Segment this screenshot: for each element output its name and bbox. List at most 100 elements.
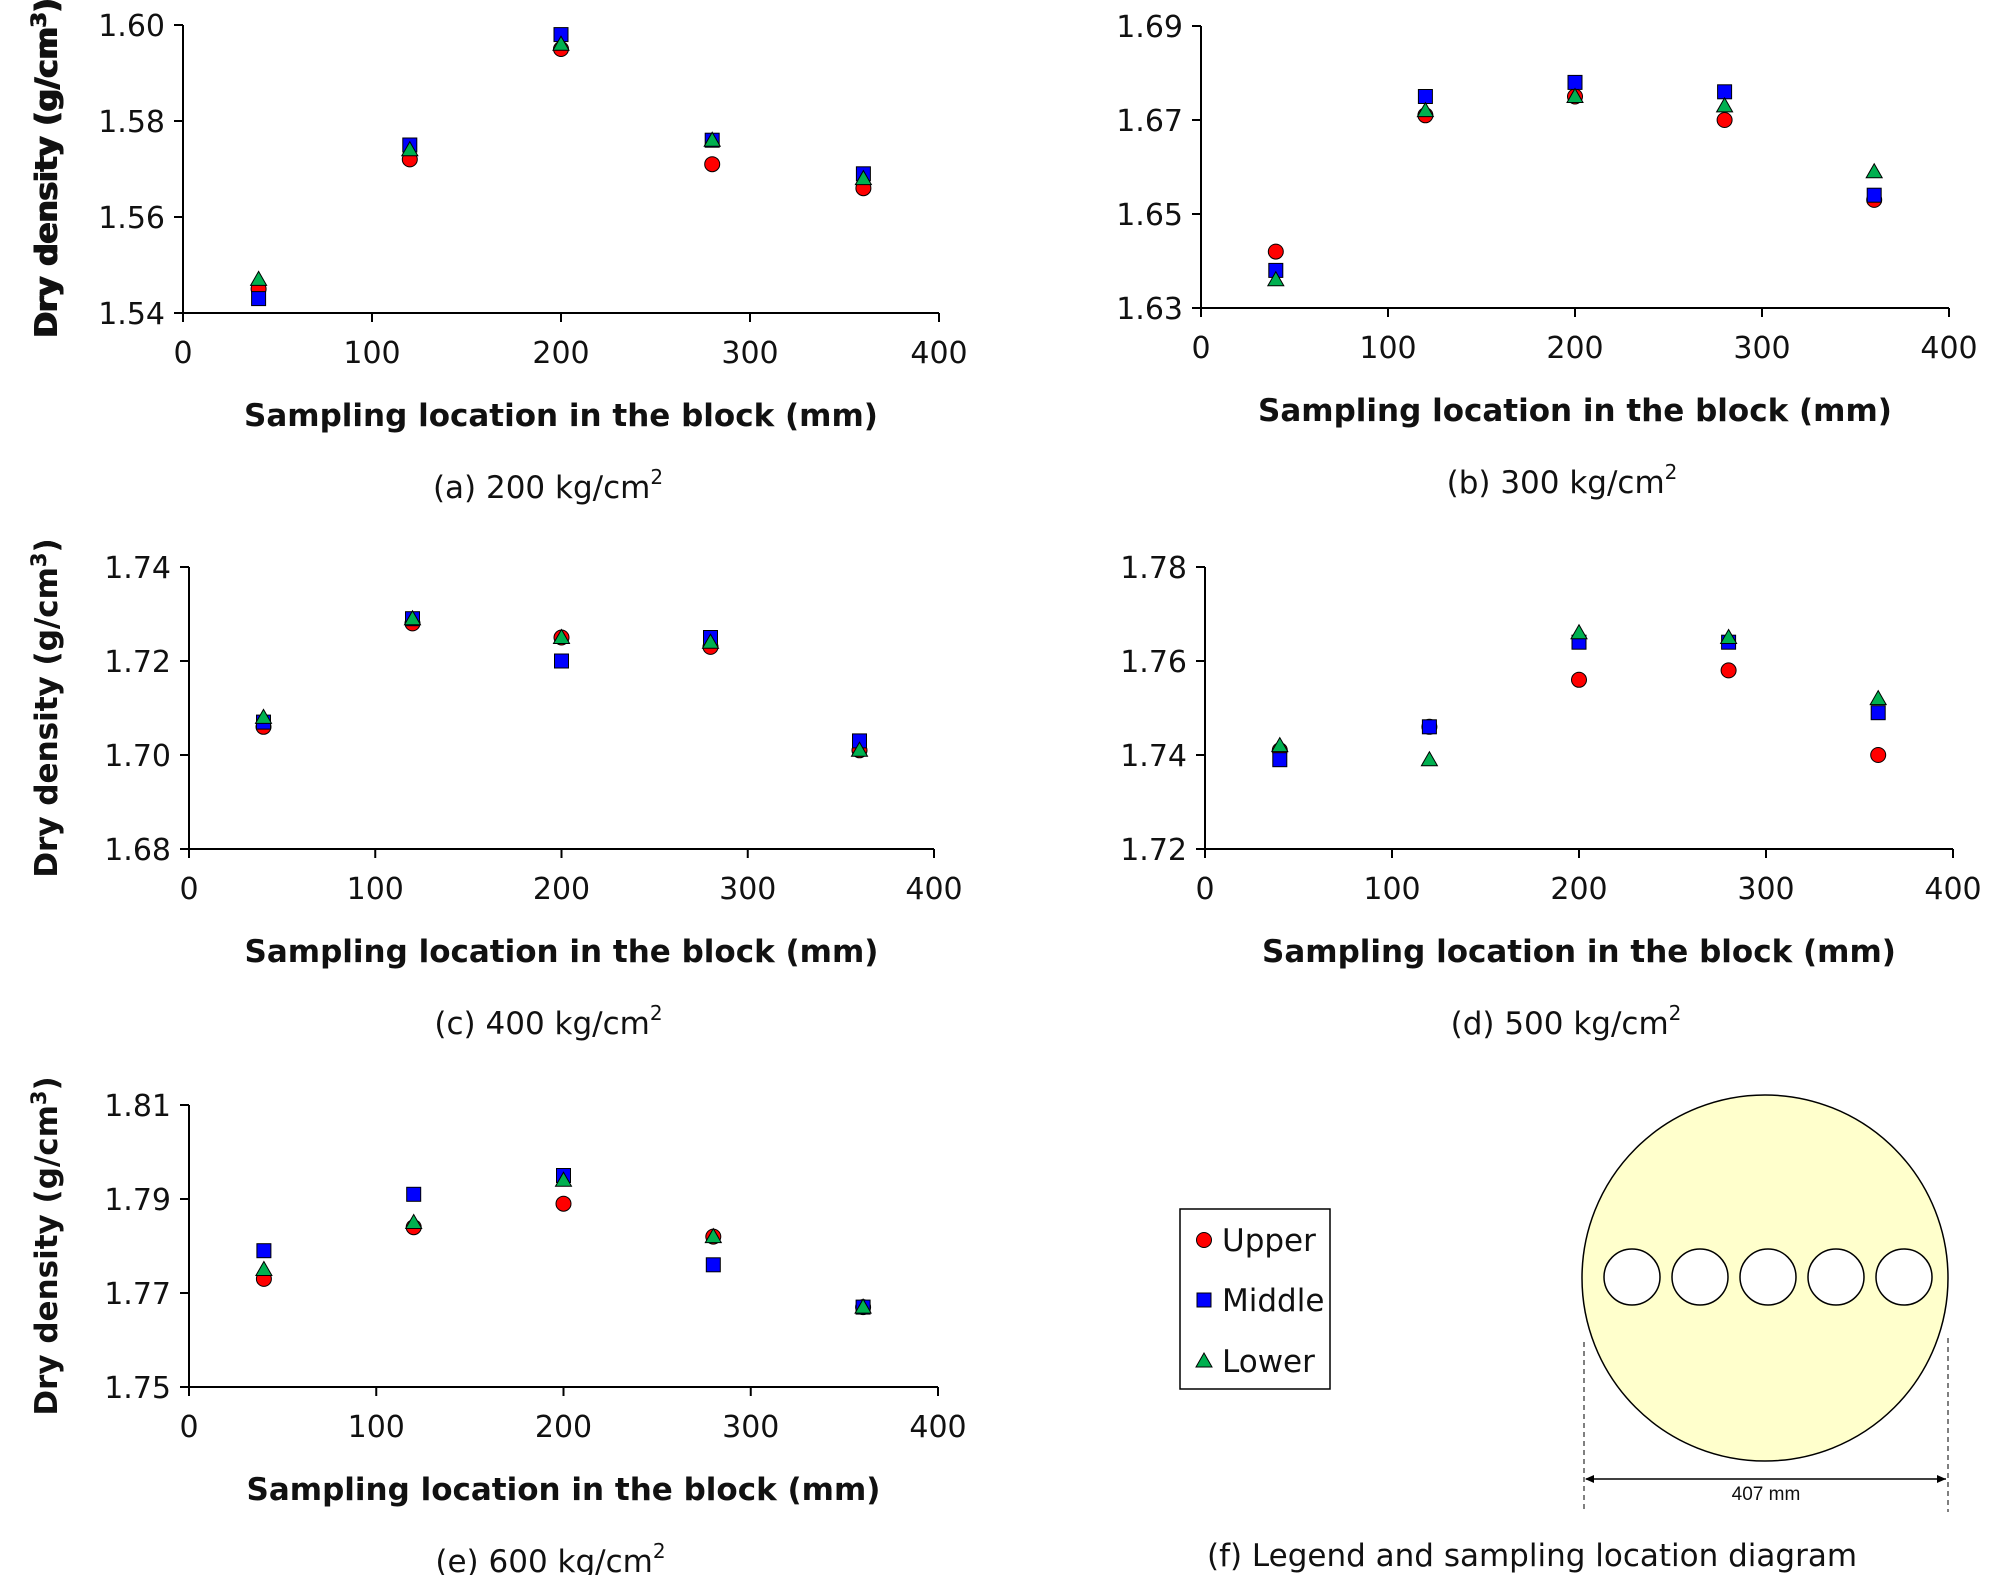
upper-point <box>1571 671 1587 688</box>
lower-point <box>552 628 571 644</box>
x-tick-label: 300 <box>722 1410 779 1445</box>
lower-point <box>1266 270 1285 287</box>
legend-upper-marker <box>1196 1232 1212 1248</box>
lower-point <box>1420 750 1439 767</box>
y-tick-label: 1.78 <box>1120 551 1187 586</box>
x-tick-label: 100 <box>343 336 400 371</box>
panel-caption-superscript: 2 <box>1669 1001 1682 1025</box>
x-tick-label: 100 <box>347 872 404 907</box>
x-axis-title: Sampling location in the block (mm) <box>247 1472 881 1508</box>
y-tick-label: 1.70 <box>104 739 171 774</box>
charts-layer: 0 100 200 300 400 1.54 1.56 1.58 1.60 Sampling lo… <box>27 0 1982 1575</box>
middle-point <box>1417 89 1433 104</box>
panel-caption-superscript: 2 <box>650 1001 663 1025</box>
x-tick-label: 100 <box>1363 872 1420 907</box>
x-tick-label: 300 <box>1737 872 1794 907</box>
y-tick-label: 1.68 <box>104 833 171 868</box>
panel-caption-superscript: 2 <box>653 1539 666 1563</box>
y-axis-title: Dry density (g/cm3) <box>27 0 65 337</box>
y-axis-title-close: ) <box>29 0 65 11</box>
y-axis-title: Dry density (g/cm3) <box>27 0 65 339</box>
y-axis-title-text: Dry density (g/cm <box>29 26 65 337</box>
y-tick-label: 1.60 <box>98 9 165 44</box>
legend-lower-label: Lower <box>1222 1344 1315 1380</box>
x-tick-label: 100 <box>1359 331 1416 366</box>
legend-middle-marker <box>1196 1292 1212 1308</box>
y-axis-title: Dry density (g/cm3) <box>27 538 65 877</box>
x-tick-label: 300 <box>721 336 778 371</box>
x-axis-title-text: Sampling location in the block (mm) <box>1262 934 1896 970</box>
middle-point <box>1421 719 1437 735</box>
y-tick-label: 1.79 <box>104 1183 171 1218</box>
lower-point <box>554 1171 573 1187</box>
y-axis-title: Dry density (g/cm3) <box>27 538 65 877</box>
y-tick-label: 1.58 <box>98 105 165 140</box>
x-axis-title-text: Sampling location in the block (mm) <box>245 934 879 970</box>
panel-caption: (b) 300 kg/cm2 <box>1447 460 1678 501</box>
y-axis-title-superscript: 3 <box>27 552 51 567</box>
upper-point <box>704 156 721 173</box>
x-axis-title: Sampling location in the block (mm) <box>244 398 878 434</box>
y-tick-label: 1.81 <box>104 1089 171 1124</box>
lower-point <box>255 1260 273 1276</box>
y-tick-label: 1.63 <box>1116 292 1183 327</box>
x-tick-label: 400 <box>909 1410 966 1445</box>
upper-point <box>1716 112 1733 128</box>
chart-panel-1: 0 100 200 300 400 1.54 1.56 1.58 1.60 Sampling lo… <box>27 0 968 506</box>
chart-panel-5: 0 100 200 300 400 1.75 1.77 1.79 1.81 Sampling lo… <box>27 1076 967 1575</box>
y-axis-title-close: ) <box>29 538 65 552</box>
y-tick-label: 1.77 <box>104 1277 171 1312</box>
middle-point <box>1567 74 1583 90</box>
y-tick-label: 1.69 <box>1116 10 1183 45</box>
y-axis-title-superscript: 3 <box>27 552 51 567</box>
panel-caption: (e) 600 kg/cm2 <box>435 1539 665 1575</box>
middle-point <box>1272 752 1288 768</box>
upper-point <box>1720 662 1737 679</box>
lower-point <box>249 270 268 286</box>
legend: Upper Middle Lower <box>1179 1208 1331 1390</box>
legend-lower-marker <box>1195 1351 1213 1368</box>
y-axis-title-close: ) <box>29 0 65 13</box>
y-tick-label: 1.54 <box>98 297 165 332</box>
x-tick-label: 0 <box>1191 331 1210 366</box>
y-tick-label: 1.72 <box>104 645 171 680</box>
x-tick-label: 200 <box>1546 331 1603 366</box>
y-tick-label: 1.76 <box>1120 645 1187 680</box>
x-tick-label: 100 <box>348 1410 405 1445</box>
lower-point <box>854 169 873 186</box>
panel-caption: (d) 500 kg/cm2 <box>1451 1001 1682 1042</box>
middle-point <box>1717 84 1733 100</box>
x-tick-label: 0 <box>179 1410 198 1445</box>
x-tick-label: 200 <box>532 336 589 371</box>
lower-point <box>404 1213 423 1229</box>
middle-point <box>256 1243 272 1259</box>
panel-caption-superscript: 2 <box>1665 460 1678 484</box>
middle-point <box>406 1186 422 1202</box>
y-axis-title-close: ) <box>29 538 65 552</box>
sampling-hole-4 <box>1807 1248 1865 1306</box>
upper-point <box>1267 243 1284 260</box>
legend-middle-label: Middle <box>1222 1283 1324 1319</box>
y-axis-title-superscript: 3 <box>27 13 51 28</box>
sampling-hole-1 <box>1603 1248 1661 1306</box>
x-tick-label: 300 <box>1733 331 1790 366</box>
x-axis-title-text: Sampling location in the block (mm) <box>244 398 878 434</box>
y-axis-title-text: Dry density (g/cm <box>29 567 65 878</box>
panel-caption-text: (a) 200 kg/cm <box>433 470 650 506</box>
x-axis-title: Sampling location in the block (mm) <box>1258 393 1892 429</box>
y-tick-label: 1.65 <box>1116 198 1183 233</box>
middle-point <box>554 653 569 669</box>
middle-point <box>251 291 267 307</box>
x-tick-label: 200 <box>533 872 590 907</box>
y-tick-label: 1.56 <box>98 201 165 236</box>
y-axis-title-text: Dry density (g/cm <box>29 28 65 339</box>
lower-point <box>701 633 720 649</box>
upper-point <box>555 1195 572 1212</box>
chart-panel-4: 0 100 200 300 400 1.72 1.74 1.76 1.78 Sampling lo… <box>27 538 1982 1042</box>
y-axis-title-superscript: 3 <box>27 1090 51 1105</box>
panel-caption-superscript: 2 <box>650 465 663 489</box>
lower-point <box>1865 162 1884 179</box>
lower-point <box>1416 101 1435 118</box>
y-axis-title-superscript: 3 <box>27 11 51 26</box>
sampling-hole-5 <box>1875 1248 1933 1306</box>
